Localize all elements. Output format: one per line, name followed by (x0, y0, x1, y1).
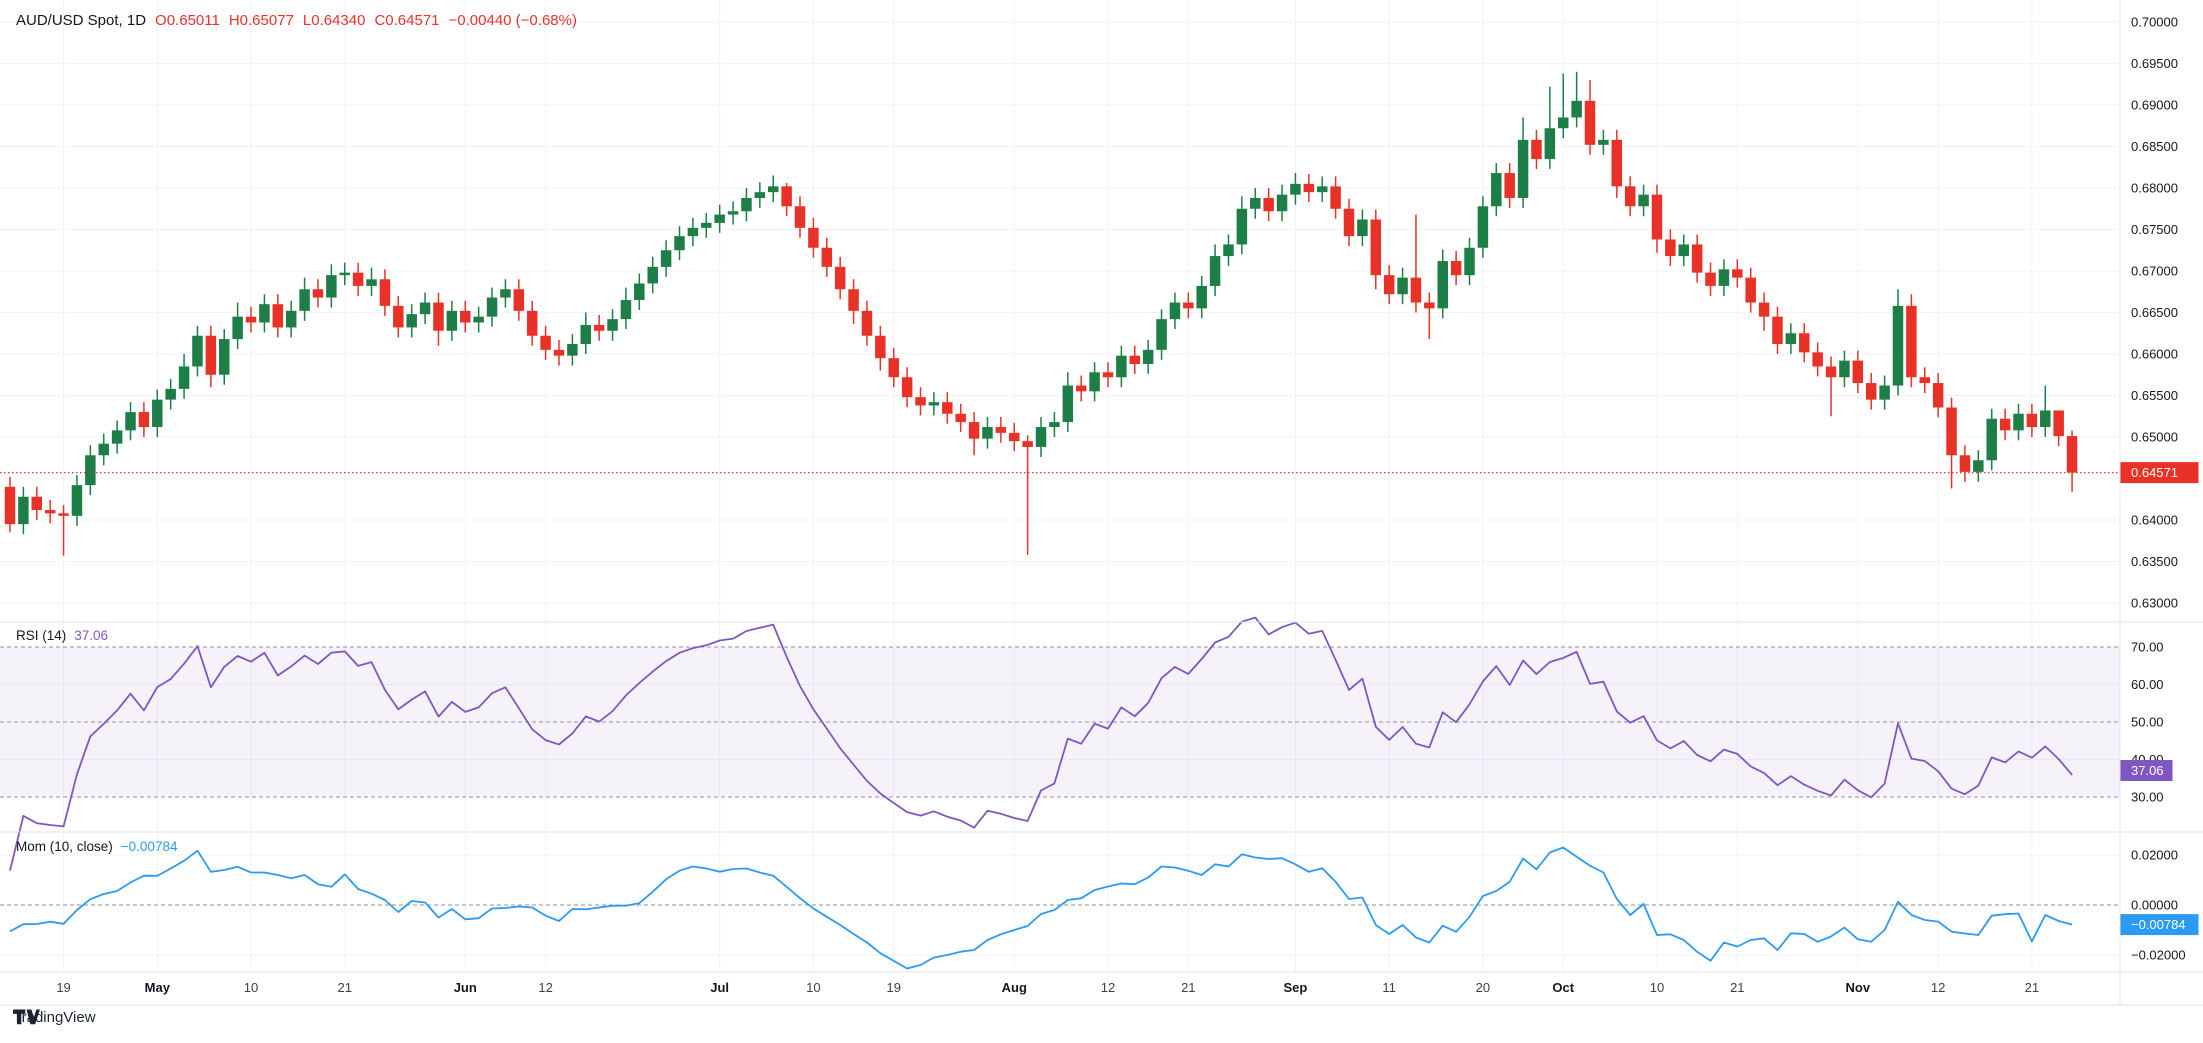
svg-text:−0.00784: −0.00784 (2131, 917, 2186, 932)
axis-value-badges: 0.64571 37.06 −0.00784 (2120, 462, 2199, 936)
svg-text:37.06: 37.06 (2131, 763, 2164, 778)
mom-line (9, 846, 2073, 970)
svg-text:12: 12 (538, 980, 552, 995)
rsi-value-badge: 37.06 (2120, 760, 2173, 782)
rsi-indicator-value: 37.06 (74, 628, 109, 643)
mom-indicator-value: −0.00784 (120, 839, 178, 854)
rsi-pane-legend: RSI (14) 37.06 (16, 628, 108, 643)
svg-text:10: 10 (806, 980, 820, 995)
svg-text:0.69000: 0.69000 (2131, 98, 2178, 113)
svg-text:0.68500: 0.68500 (2131, 139, 2178, 154)
svg-text:12: 12 (1931, 980, 1945, 995)
svg-text:11: 11 (1382, 980, 1396, 995)
svg-text:19: 19 (887, 980, 901, 995)
svg-text:60.00: 60.00 (2131, 677, 2164, 692)
svg-text:0.02000: 0.02000 (2131, 848, 2178, 863)
mom-indicator-label[interactable]: Mom (10, close) (16, 839, 113, 854)
svg-text:21: 21 (2025, 980, 2039, 995)
svg-text:0.63500: 0.63500 (2131, 554, 2178, 569)
svg-text:0.00000: 0.00000 (2131, 898, 2178, 913)
rsi-indicator-label[interactable]: RSI (14) (16, 628, 67, 643)
ohlc-open: O0.65011 (155, 12, 220, 29)
svg-text:0.64571: 0.64571 (2131, 465, 2178, 480)
svg-text:Oct: Oct (1552, 980, 1574, 995)
svg-text:−0.02000: −0.02000 (2131, 948, 2186, 963)
ohlc-low: L0.64340 (302, 12, 366, 29)
svg-text:0.63000: 0.63000 (2131, 596, 2178, 611)
svg-text:10: 10 (244, 980, 258, 995)
svg-text:Sep: Sep (1284, 980, 1308, 995)
tradingview-attribution[interactable]: TradingView (13, 1009, 96, 1026)
svg-text:19: 19 (56, 980, 70, 995)
symbol-ohlc-header: AUD/USD Spot, 1D O0.65011 H0.65077 L0.64… (16, 12, 577, 29)
mom-pane-legend: Mom (10, close) −0.00784 (16, 839, 177, 854)
gridlines (0, 0, 2120, 972)
svg-text:Jul: Jul (710, 980, 729, 995)
svg-text:0.69500: 0.69500 (2131, 56, 2178, 71)
rsi-line (9, 616, 2073, 871)
last-price-badge: 0.64571 (2120, 462, 2199, 484)
svg-text:Jun: Jun (454, 980, 477, 995)
svg-text:0.67500: 0.67500 (2131, 222, 2178, 237)
svg-text:21: 21 (1730, 980, 1744, 995)
svg-text:20: 20 (1476, 980, 1490, 995)
svg-text:0.66500: 0.66500 (2131, 305, 2178, 320)
tradingview-logo-icon (13, 1009, 40, 1025)
candles (4, 71, 2078, 556)
svg-text:0.65000: 0.65000 (2131, 430, 2178, 445)
svg-text:21: 21 (338, 980, 352, 995)
svg-text:30.00: 30.00 (2131, 790, 2164, 805)
svg-text:10: 10 (1650, 980, 1664, 995)
pane-borders (0, 0, 2203, 1006)
svg-text:0.70000: 0.70000 (2131, 15, 2178, 30)
svg-text:0.68000: 0.68000 (2131, 181, 2178, 196)
svg-text:12: 12 (1101, 980, 1115, 995)
svg-text:0.67000: 0.67000 (2131, 264, 2178, 279)
svg-text:0.64000: 0.64000 (2131, 513, 2178, 528)
svg-text:21: 21 (1181, 980, 1195, 995)
svg-text:0.66000: 0.66000 (2131, 347, 2178, 362)
svg-text:Aug: Aug (1002, 980, 1027, 995)
svg-text:70.00: 70.00 (2131, 640, 2164, 655)
svg-text:May: May (145, 980, 171, 995)
ohlc-high: H0.65077 (228, 12, 294, 29)
ohlc-close: C0.64571 (374, 12, 440, 29)
svg-text:Nov: Nov (1846, 980, 1871, 995)
time-axis[interactable]: 19 May 10 21 Jun 12 Jul 10 19 Aug 12 21 Sep 11 20 Oct 10… (56, 980, 2039, 995)
price-axis[interactable]: 0.70000 0.69500 0.69000 0.68500 0.68000 0.675… (2131, 15, 2186, 963)
svg-text:0.65500: 0.65500 (2131, 388, 2178, 403)
svg-text:50.00: 50.00 (2131, 715, 2164, 730)
symbol-title[interactable]: AUD/USD Spot, 1D (16, 12, 147, 29)
ohlc-change: −0.00440 (−0.68%) (448, 12, 577, 29)
mom-value-badge: −0.00784 (2120, 914, 2199, 936)
